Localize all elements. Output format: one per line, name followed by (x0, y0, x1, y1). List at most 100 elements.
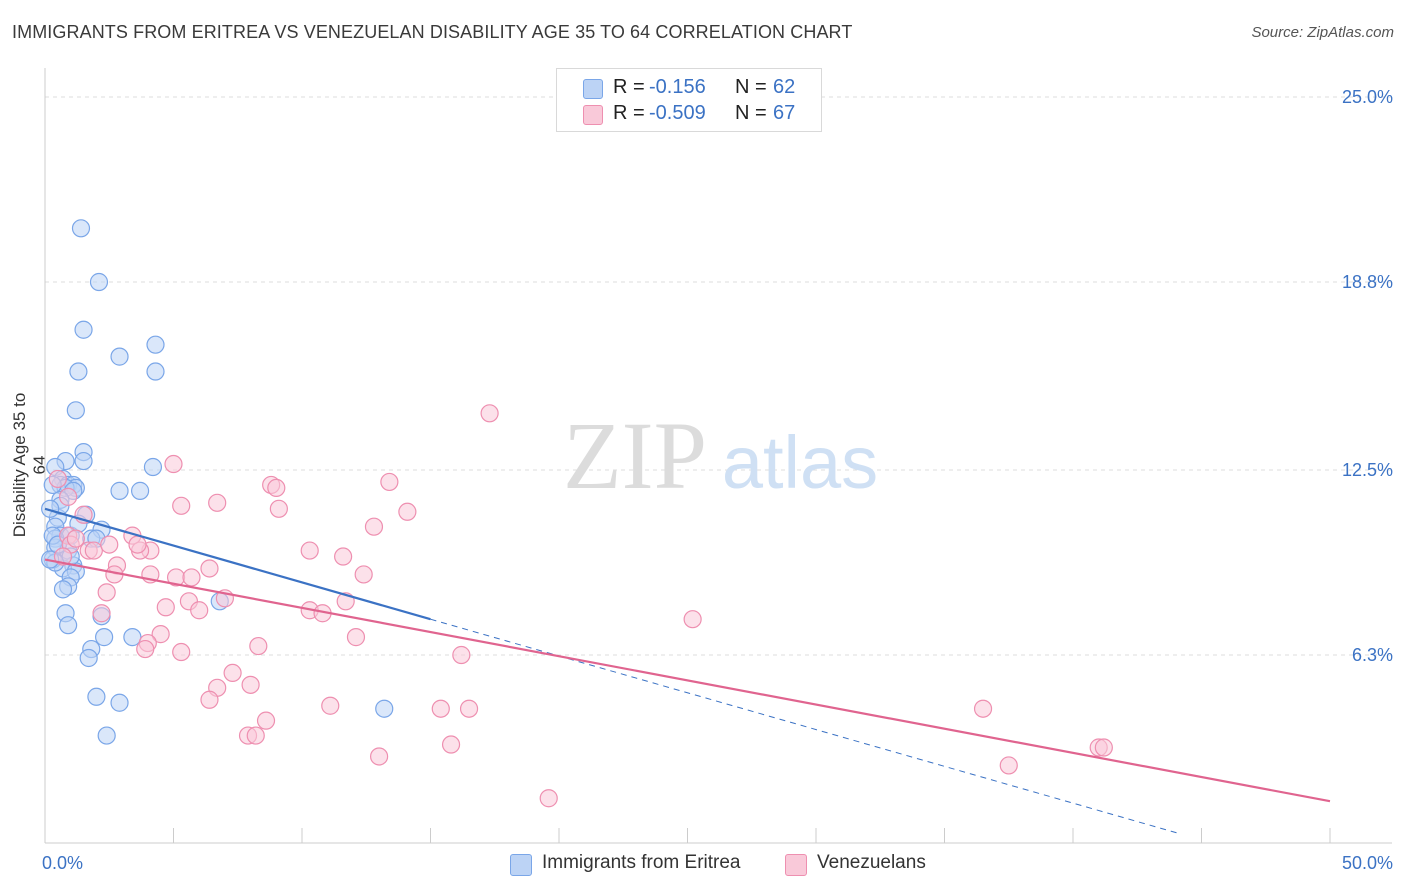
point-venezuelans (398, 502, 417, 521)
source-label: Source: ZipAtlas.com (1251, 24, 1394, 41)
point-venezuelans (151, 625, 170, 644)
point-venezuelans (66, 529, 85, 548)
point-eritrea (74, 320, 93, 339)
point-venezuelans (370, 747, 389, 766)
bottom-legend-label-venezuelans: Venezuelans (817, 852, 926, 873)
point-venezuelans (364, 517, 384, 536)
watermark: ZIP atlas (563, 402, 878, 509)
point-venezuelans (97, 583, 116, 602)
watermark-atlas: atlas (722, 421, 878, 504)
point-eritrea (146, 362, 165, 381)
point-venezuelans (172, 496, 191, 515)
trend-line-eritrea (44, 507, 431, 621)
point-eritrea (74, 451, 93, 471)
point-eritrea (41, 499, 60, 518)
legend-swatch-eritrea (583, 79, 603, 99)
point-venezuelans (200, 690, 219, 709)
point-venezuelans (256, 711, 276, 730)
watermark-zip: ZIP (563, 402, 707, 509)
point-venezuelans (459, 699, 479, 718)
legend-row-venezuelans: R = -0.509 N = 67 (557, 101, 821, 127)
correlation-legend: R = -0.156 N = 62 R = -0.509 N = 67 (556, 68, 822, 132)
trend-line-venezuelans (44, 558, 1331, 803)
point-venezuelans (156, 598, 175, 617)
point-eritrea (375, 699, 394, 718)
x-tick-label-max: 50.0% (1342, 853, 1393, 873)
point-venezuelans (1094, 738, 1113, 757)
y-tick-label: 12.5% (1342, 460, 1393, 480)
point-eritrea (79, 648, 98, 668)
point-venezuelans (249, 636, 268, 656)
legend-r-value: -0.156 (649, 76, 706, 98)
legend-swatch-venezuelans (583, 105, 603, 125)
point-venezuelans (136, 639, 155, 659)
legend-r-value: -0.509 (649, 102, 706, 124)
point-venezuelans (431, 699, 450, 718)
y-tick-label: 25.0% (1342, 87, 1393, 107)
legend-r-label: R = (613, 102, 645, 124)
y-tick-label: 6.3% (1352, 645, 1393, 665)
point-venezuelans (172, 642, 191, 662)
point-venezuelans (973, 699, 993, 718)
point-eritrea (97, 726, 116, 745)
point-eritrea (53, 580, 73, 599)
bottom-legend-swatch-venezuelans (785, 854, 807, 876)
point-venezuelans (84, 541, 103, 560)
point-eritrea (89, 272, 109, 292)
y-tick-label: 18.8% (1342, 272, 1393, 292)
point-venezuelans (452, 645, 471, 665)
point-venezuelans (190, 601, 209, 620)
point-venezuelans (539, 789, 558, 808)
point-eritrea (110, 481, 129, 500)
point-venezuelans (241, 675, 260, 694)
point-eritrea (123, 628, 142, 647)
point-venezuelans (48, 469, 67, 489)
point-venezuelans (182, 568, 201, 587)
point-venezuelans (59, 487, 78, 506)
legend-n-value: 62 (773, 76, 796, 98)
legend-n-label: N = (735, 76, 767, 98)
point-venezuelans (480, 404, 499, 423)
trend-extension-eritrea (430, 618, 1182, 835)
data-points (41, 219, 1113, 808)
point-venezuelans (354, 565, 373, 584)
trend-lines (44, 507, 1331, 835)
chart-title: IMMIGRANTS FROM ERITREA VS VENEZUELAN DI… (12, 22, 853, 42)
legend-row-eritrea: R = -0.156 N = 62 (557, 75, 821, 101)
legend-n-value: 67 (773, 102, 796, 124)
point-venezuelans (164, 454, 183, 474)
point-venezuelans (683, 610, 702, 629)
point-venezuelans (128, 535, 147, 554)
point-venezuelans (380, 472, 399, 492)
point-venezuelans (53, 547, 73, 566)
point-eritrea (87, 687, 106, 706)
point-eritrea (110, 347, 129, 366)
point-eritrea (146, 335, 165, 354)
point-eritrea (69, 362, 88, 381)
point-eritrea (110, 693, 129, 712)
point-eritrea (66, 401, 85, 420)
legend-n-label: N = (735, 102, 767, 124)
legend-r-label: R = (613, 76, 645, 98)
point-eritrea (71, 219, 91, 238)
point-venezuelans (92, 604, 111, 623)
axes (44, 68, 1392, 844)
point-venezuelans (100, 535, 119, 554)
point-venezuelans (267, 478, 286, 498)
point-venezuelans (346, 628, 366, 647)
point-venezuelans (300, 541, 319, 560)
bottom-legend-label-eritrea: Immigrants from Eritrea (542, 852, 741, 873)
point-eritrea (130, 481, 150, 500)
x-tick-label-min: 0.0% (42, 853, 83, 873)
point-venezuelans (441, 735, 461, 754)
point-venezuelans (999, 756, 1018, 775)
point-venezuelans (246, 726, 265, 745)
tick-labels: 6.3% 12.5% 18.8% 25.0% 0.0% 50.0% (42, 87, 1393, 873)
bottom-legend-swatch-eritrea (510, 854, 532, 876)
point-venezuelans (200, 559, 219, 578)
point-eritrea (95, 628, 114, 647)
point-venezuelans (208, 493, 227, 512)
point-eritrea (59, 616, 78, 635)
point-venezuelans (269, 499, 288, 518)
